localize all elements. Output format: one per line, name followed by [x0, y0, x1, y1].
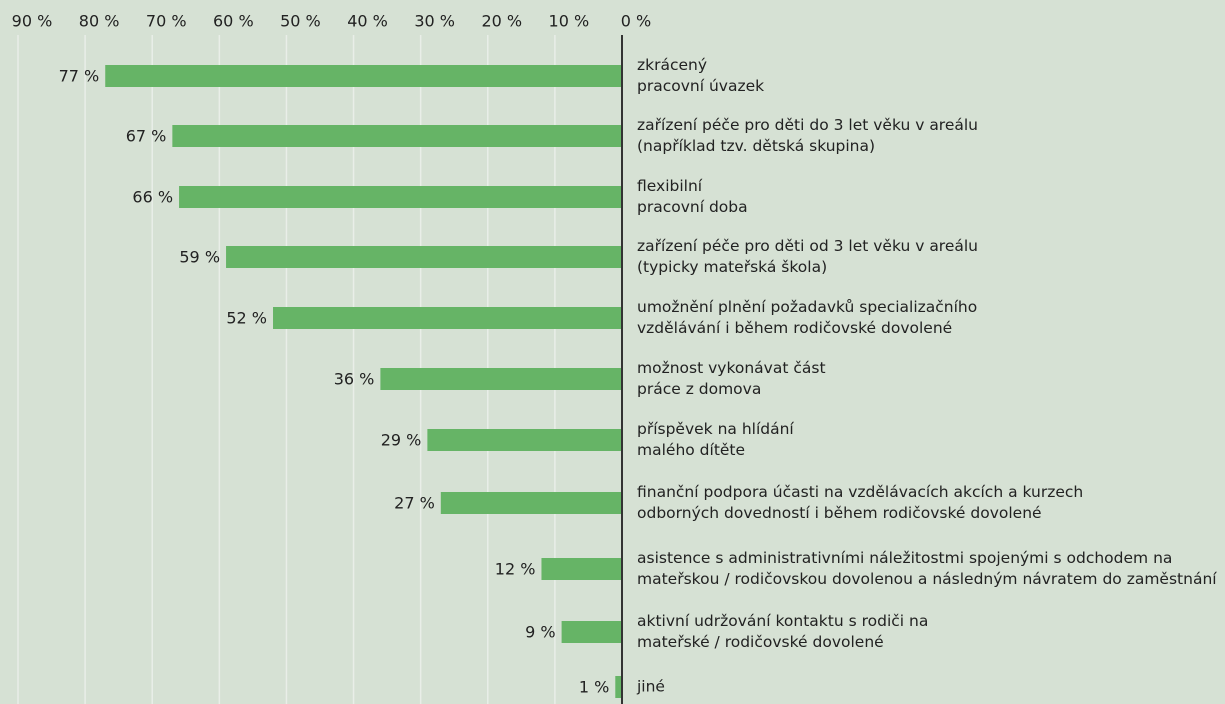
x-tick-label: 60 % — [213, 12, 254, 31]
category-label: asistence s administrativními náležitost… — [637, 549, 1217, 588]
x-tick-label: 0 % — [621, 12, 651, 31]
category-label: zkrácený pracovní úvazek — [637, 56, 765, 95]
value-label: 67 % — [126, 127, 167, 146]
value-label: 29 % — [381, 431, 422, 450]
bar — [179, 186, 623, 208]
category-label: jiné — [637, 677, 665, 696]
value-label: 66 % — [132, 188, 173, 207]
category-label: zařízení péče pro děti od 3 let věku v a… — [637, 237, 979, 276]
x-tick-label: 40 % — [347, 12, 388, 31]
value-label: 36 % — [334, 370, 375, 389]
category-label: zařízení péče pro děti do 3 let věku v a… — [637, 116, 979, 155]
bar — [440, 492, 622, 514]
bar — [427, 429, 622, 451]
category-label: finanční podpora účasti na vzdělávacích … — [637, 483, 1084, 522]
value-label: 77 % — [59, 67, 100, 86]
value-label: 27 % — [394, 494, 435, 513]
category-label: flexibilní pracovní doba — [637, 177, 748, 216]
bar — [380, 368, 622, 390]
bar — [273, 307, 622, 329]
x-tick-label: 70 % — [146, 12, 187, 31]
bar — [105, 65, 622, 87]
x-tick-label: 10 % — [549, 12, 590, 31]
x-tick-label: 90 % — [12, 12, 53, 31]
x-tick-label: 30 % — [414, 12, 455, 31]
category-label: aktivní udržování kontaktu s rodiči na m… — [637, 612, 929, 651]
value-label: 52 % — [226, 309, 267, 328]
bar — [541, 558, 622, 580]
x-tick-label: 50 % — [280, 12, 321, 31]
category-label: umožnění plnění požadavků specializačníh… — [637, 298, 978, 337]
bar — [226, 246, 623, 268]
value-label: 1 % — [579, 678, 609, 697]
value-label: 59 % — [179, 248, 220, 267]
bar — [615, 676, 622, 698]
value-label: 12 % — [495, 560, 536, 579]
value-label: 9 % — [525, 623, 555, 642]
bar — [172, 125, 622, 147]
x-tick-label: 80 % — [79, 12, 120, 31]
category-label: příspěvek na hlídání malého dítěte — [637, 420, 794, 459]
x-tick-label: 20 % — [481, 12, 522, 31]
bar — [561, 621, 622, 643]
category-label: možnost vykonávat část práce z domova — [637, 359, 826, 398]
